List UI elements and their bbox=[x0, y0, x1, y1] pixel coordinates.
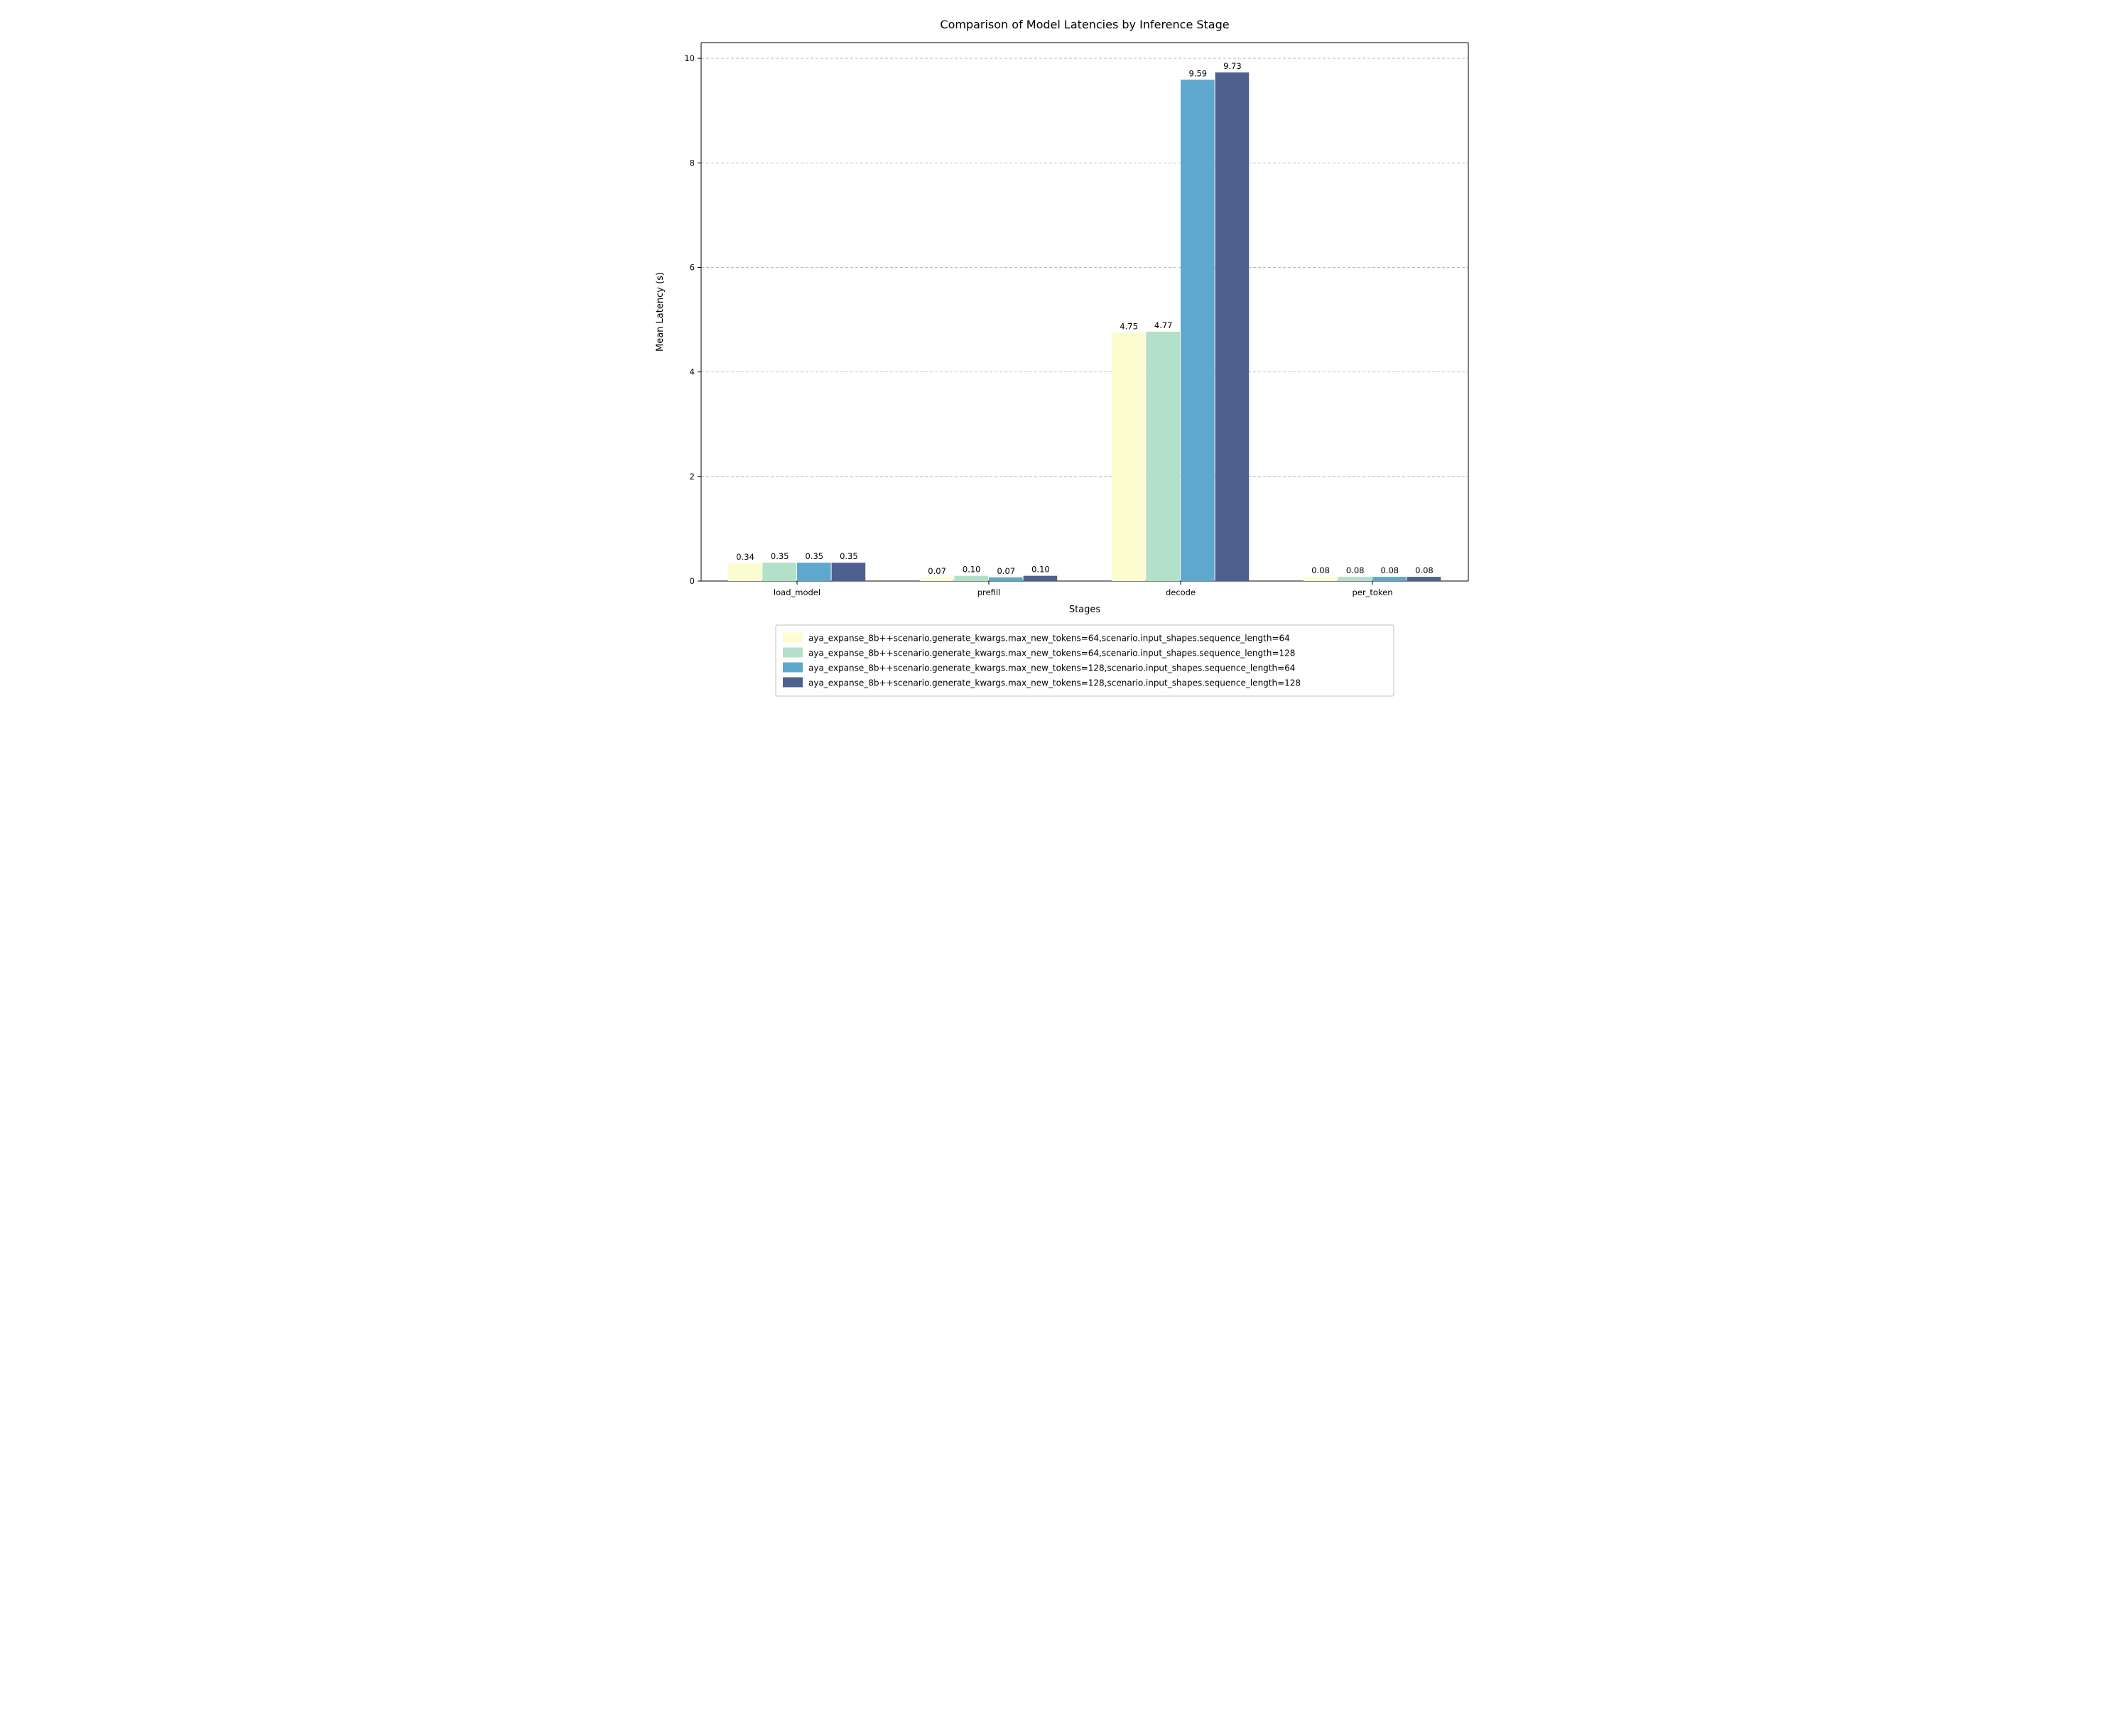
legend-swatch bbox=[783, 648, 803, 658]
bar-value-label: 9.73 bbox=[1223, 61, 1242, 71]
legend-swatch bbox=[783, 633, 803, 643]
latency-bar-chart: Comparison of Model Latencies by Inferen… bbox=[637, 14, 1487, 709]
svg-text:2: 2 bbox=[690, 472, 695, 482]
chart-container: Comparison of Model Latencies by Inferen… bbox=[637, 14, 1487, 709]
bar bbox=[797, 563, 831, 581]
bar-value-label: 4.77 bbox=[1154, 320, 1173, 330]
legend-label: aya_expanse_8b++scenario.generate_kwargs… bbox=[808, 649, 1295, 658]
bar bbox=[1146, 332, 1180, 581]
bar bbox=[1215, 72, 1250, 581]
bar-value-label: 0.35 bbox=[771, 551, 789, 561]
bar bbox=[1181, 80, 1215, 581]
chart-title: Comparison of Model Latencies by Inferen… bbox=[940, 18, 1229, 31]
legend-swatch bbox=[783, 678, 803, 688]
legend-label: aya_expanse_8b++scenario.generate_kwargs… bbox=[808, 663, 1295, 673]
bar-value-label: 0.35 bbox=[805, 551, 823, 561]
bar-value-label: 9.59 bbox=[1188, 68, 1207, 78]
bar bbox=[920, 577, 954, 581]
bar-value-label: 0.08 bbox=[1415, 565, 1434, 575]
x-tick-label: per_token bbox=[1352, 587, 1392, 597]
bar bbox=[832, 563, 866, 581]
legend-swatch bbox=[783, 663, 803, 673]
bar-value-label: 0.35 bbox=[840, 551, 858, 561]
svg-text:10: 10 bbox=[684, 53, 695, 63]
bar-value-label: 0.08 bbox=[1346, 565, 1365, 575]
bar bbox=[989, 577, 1023, 581]
svg-text:4: 4 bbox=[690, 367, 695, 377]
x-tick-label: decode bbox=[1166, 587, 1196, 597]
bar-value-label: 0.34 bbox=[736, 552, 754, 562]
x-tick-label: prefill bbox=[977, 587, 1000, 597]
x-tick-label: load_model bbox=[774, 587, 820, 597]
bar-value-label: 0.10 bbox=[1031, 565, 1050, 575]
y-axis-label: Mean Latency (s) bbox=[655, 272, 666, 352]
bar bbox=[762, 563, 796, 581]
svg-text:0: 0 bbox=[690, 576, 695, 586]
x-axis-label: Stages bbox=[1069, 604, 1101, 615]
bar bbox=[1024, 576, 1058, 581]
bar bbox=[954, 576, 988, 581]
bar-value-label: 4.75 bbox=[1120, 321, 1138, 331]
bar bbox=[1112, 332, 1146, 581]
bar bbox=[1407, 577, 1441, 581]
legend-label: aya_expanse_8b++scenario.generate_kwargs… bbox=[808, 678, 1301, 688]
bar bbox=[1372, 577, 1407, 581]
bar bbox=[1338, 577, 1372, 581]
svg-text:6: 6 bbox=[690, 262, 695, 272]
svg-text:8: 8 bbox=[690, 158, 695, 168]
bar bbox=[728, 563, 762, 581]
bar-value-label: 0.08 bbox=[1380, 565, 1399, 575]
legend: aya_expanse_8b++scenario.generate_kwargs… bbox=[776, 625, 1394, 696]
bar-value-label: 0.07 bbox=[928, 566, 946, 576]
bar bbox=[1304, 577, 1338, 581]
bar-value-label: 0.08 bbox=[1311, 565, 1330, 575]
bar-value-label: 0.10 bbox=[963, 565, 981, 575]
bar-value-label: 0.07 bbox=[997, 566, 1015, 576]
legend-label: aya_expanse_8b++scenario.generate_kwargs… bbox=[808, 634, 1290, 644]
